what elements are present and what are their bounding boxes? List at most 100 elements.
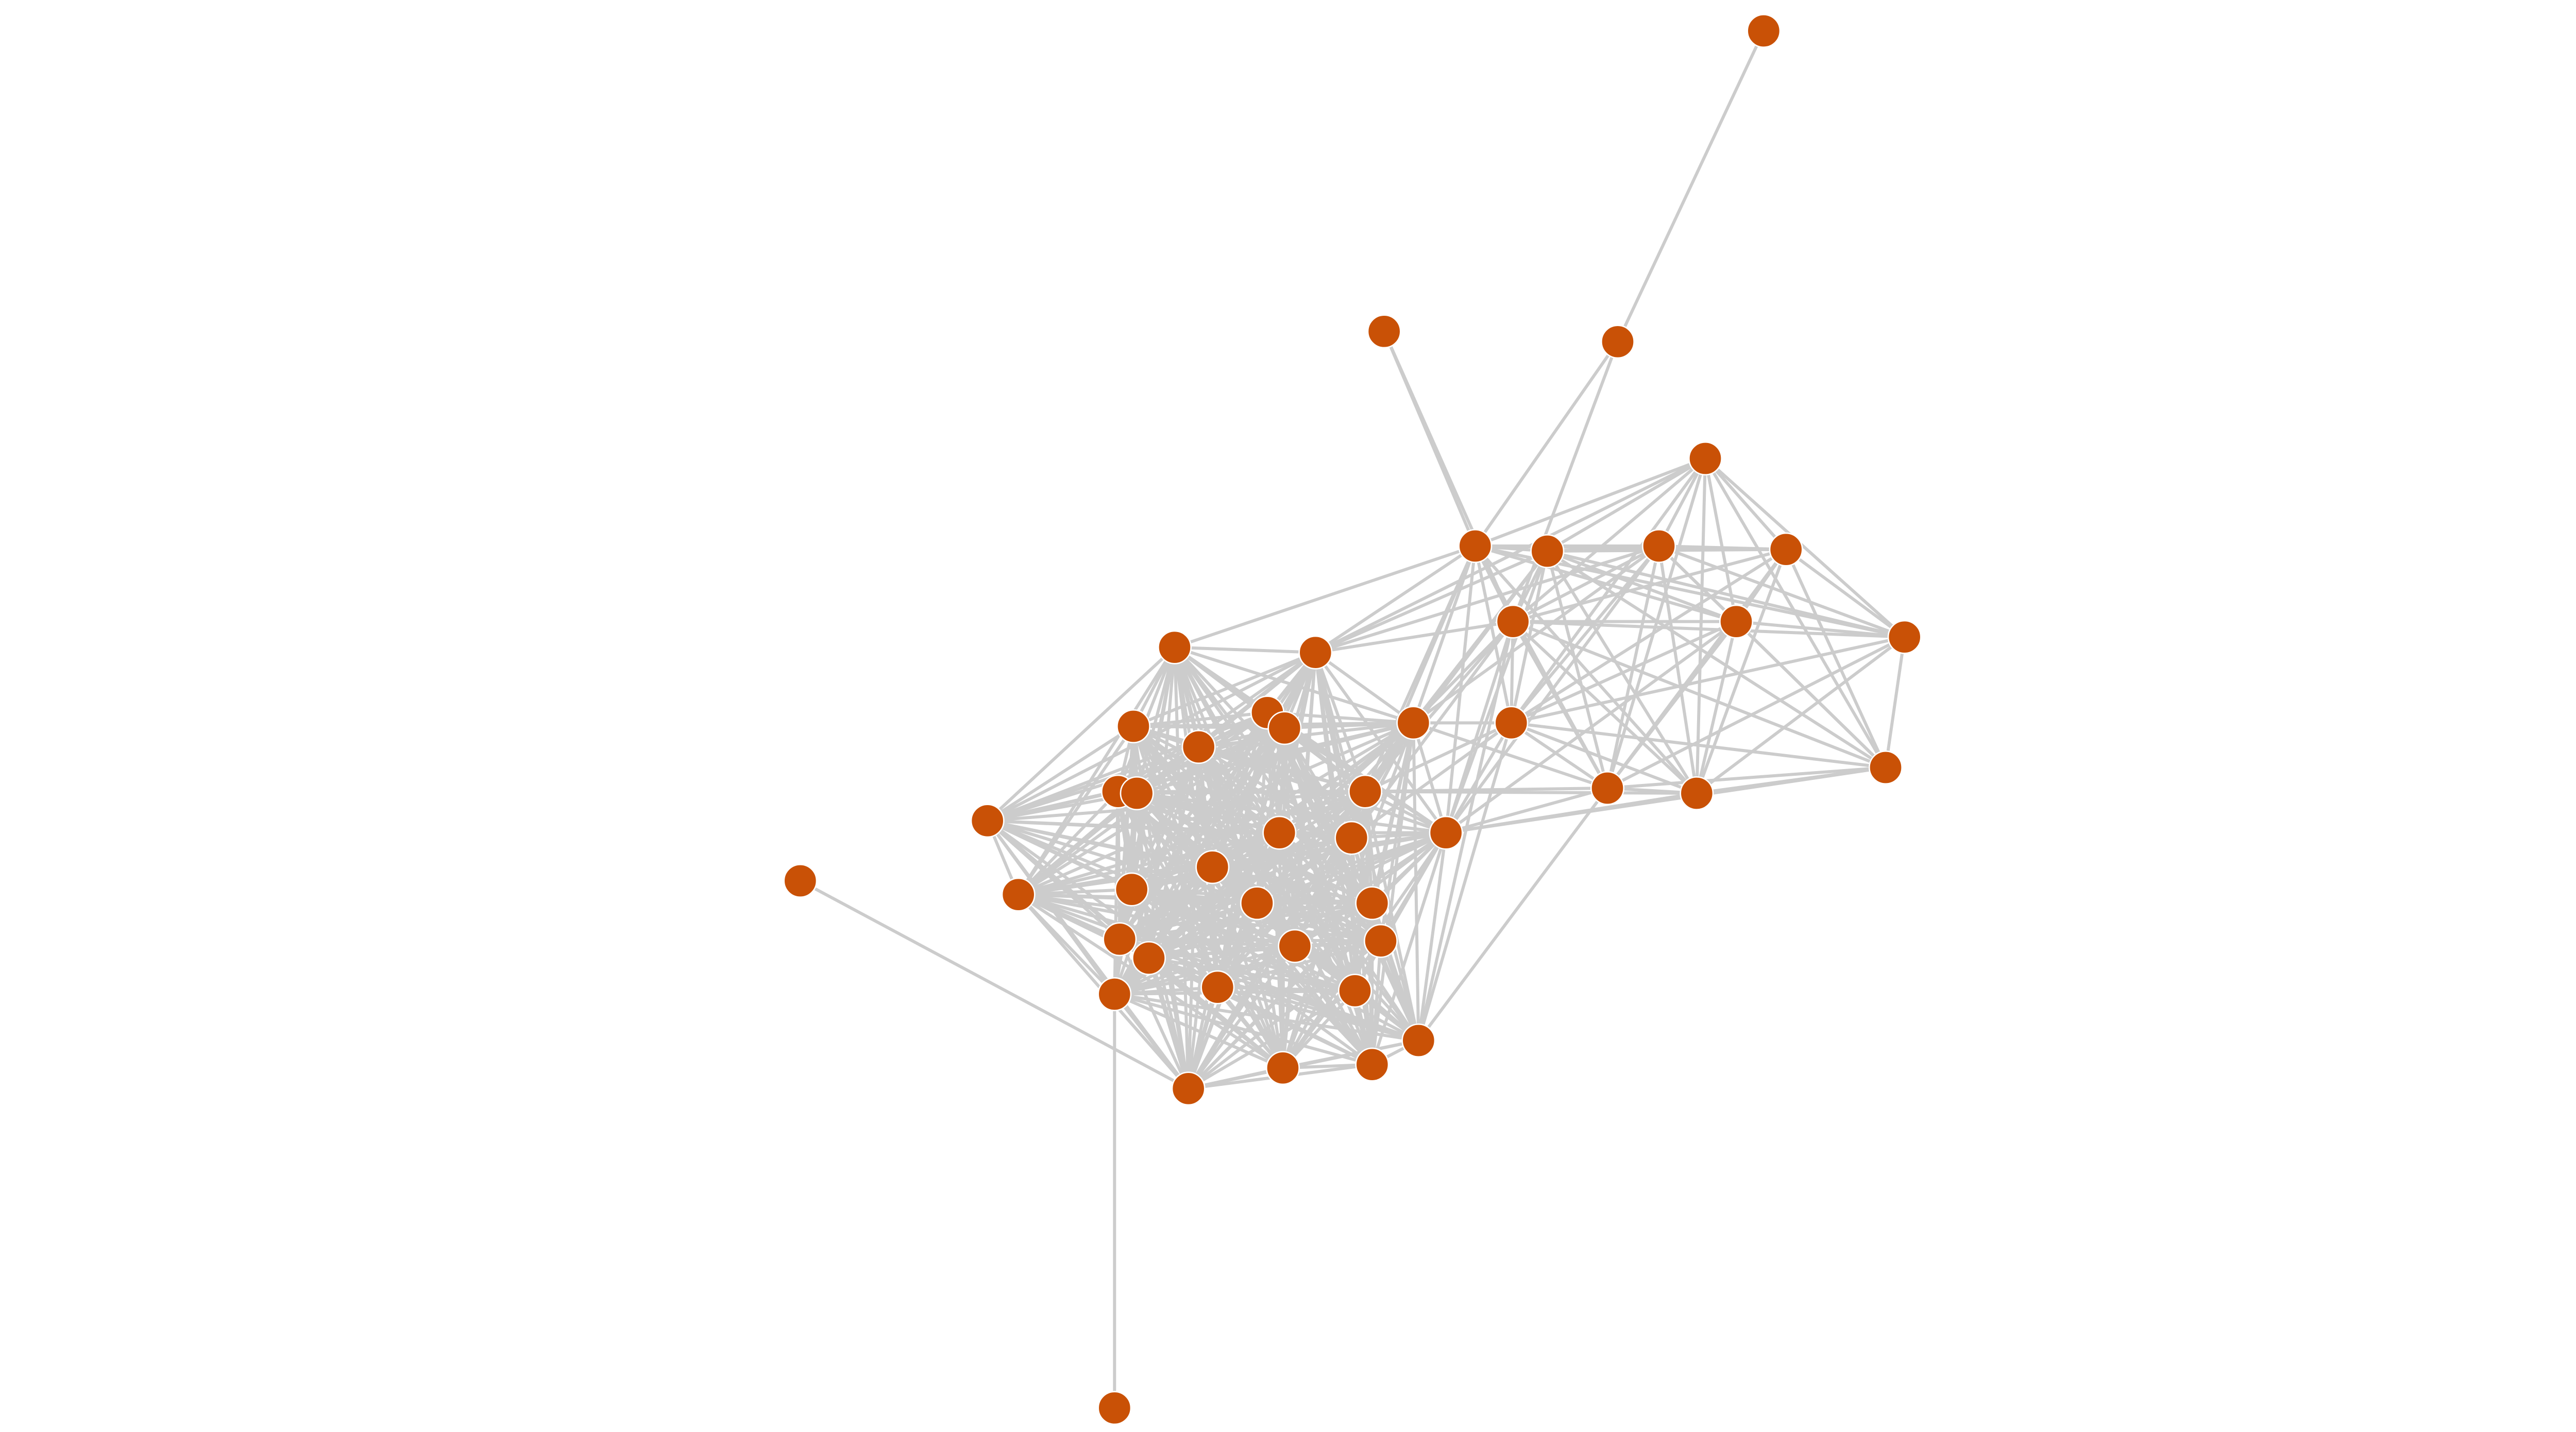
edge [1370, 941, 1382, 1065]
edge [1174, 645, 1316, 654]
edge [1137, 790, 1366, 795]
edge [1475, 457, 1706, 548]
node [1181, 730, 1216, 764]
edge [1735, 620, 1887, 769]
edge [1283, 726, 1366, 793]
edge [1174, 544, 1476, 649]
edge [1512, 457, 1706, 623]
edge [1315, 550, 1548, 654]
edge [1018, 790, 1366, 896]
edge [1546, 551, 1609, 789]
edge [1736, 620, 1905, 639]
node [1262, 815, 1297, 850]
edge [1293, 945, 1374, 1066]
node [1267, 711, 1302, 745]
edge [1510, 721, 1608, 790]
node [1240, 886, 1274, 920]
edge [1364, 721, 1512, 793]
edge [987, 726, 1285, 823]
edge [1314, 544, 1476, 654]
node [1355, 1047, 1389, 1082]
edge-layer [799, 30, 1906, 1408]
edge [1445, 787, 1608, 834]
node [1494, 706, 1529, 740]
edge [1114, 993, 1373, 1066]
edge [1473, 545, 1513, 723]
edge [1114, 944, 1296, 996]
edge [1607, 766, 1886, 790]
edge [1382, 331, 1515, 622]
edge [1658, 544, 1786, 551]
edge [1018, 831, 1280, 896]
edge [1018, 865, 1213, 896]
edge [1512, 621, 1609, 789]
edge [1412, 545, 1477, 724]
edge [1413, 721, 1608, 790]
node [1195, 850, 1230, 884]
edge [1417, 787, 1609, 1042]
node [1120, 776, 1154, 810]
edge [1511, 635, 1905, 725]
edge [1884, 637, 1906, 768]
edge [1118, 790, 1366, 941]
edge [1474, 544, 1698, 795]
node [1334, 821, 1369, 855]
edge [1412, 722, 1448, 833]
edge [1114, 993, 1419, 1042]
edge [1187, 986, 1219, 1089]
node [1278, 929, 1312, 963]
edge [1113, 866, 1214, 995]
edge [1136, 792, 1280, 834]
edge [1188, 989, 1356, 1090]
edge [1114, 939, 1381, 996]
edge [987, 745, 1199, 823]
edge [1114, 993, 1284, 1070]
edge [1695, 621, 1738, 794]
edge [1616, 30, 1766, 343]
node [970, 804, 1005, 838]
node [1348, 774, 1382, 809]
edge [1606, 635, 1906, 790]
node [1719, 604, 1753, 639]
edge [1135, 646, 1176, 794]
edge [1364, 620, 1514, 793]
edge [1512, 620, 1698, 795]
edge [1785, 548, 1906, 639]
node [1103, 922, 1137, 957]
node [1769, 532, 1803, 567]
edge [1546, 457, 1706, 553]
edge [1131, 831, 1447, 891]
edge [1657, 545, 1699, 794]
edge [1132, 651, 1316, 728]
node [1429, 815, 1463, 850]
node [1688, 441, 1722, 475]
node [783, 864, 818, 898]
node [1367, 314, 1401, 349]
edge [1131, 888, 1296, 948]
node [1116, 709, 1150, 743]
edge [1119, 901, 1258, 941]
node [1266, 1051, 1300, 1085]
node [1530, 534, 1565, 568]
node [1132, 941, 1166, 975]
node [1001, 877, 1036, 912]
edge [1444, 621, 1515, 833]
edge [1350, 721, 1513, 840]
edge [1017, 790, 1120, 896]
edge [1445, 620, 1737, 834]
edge [986, 646, 1176, 822]
node [1338, 974, 1372, 1008]
edge [1510, 548, 1787, 724]
edge [1412, 544, 1660, 724]
edge [1379, 940, 1420, 1042]
edge [1784, 549, 1887, 769]
node [1171, 1071, 1206, 1106]
node [1097, 1391, 1132, 1425]
node [1364, 924, 1398, 958]
edge [1148, 901, 1373, 960]
edge [1281, 990, 1357, 1069]
edge [1445, 545, 1660, 834]
edge [1114, 901, 1373, 996]
edge [1118, 939, 1190, 1089]
